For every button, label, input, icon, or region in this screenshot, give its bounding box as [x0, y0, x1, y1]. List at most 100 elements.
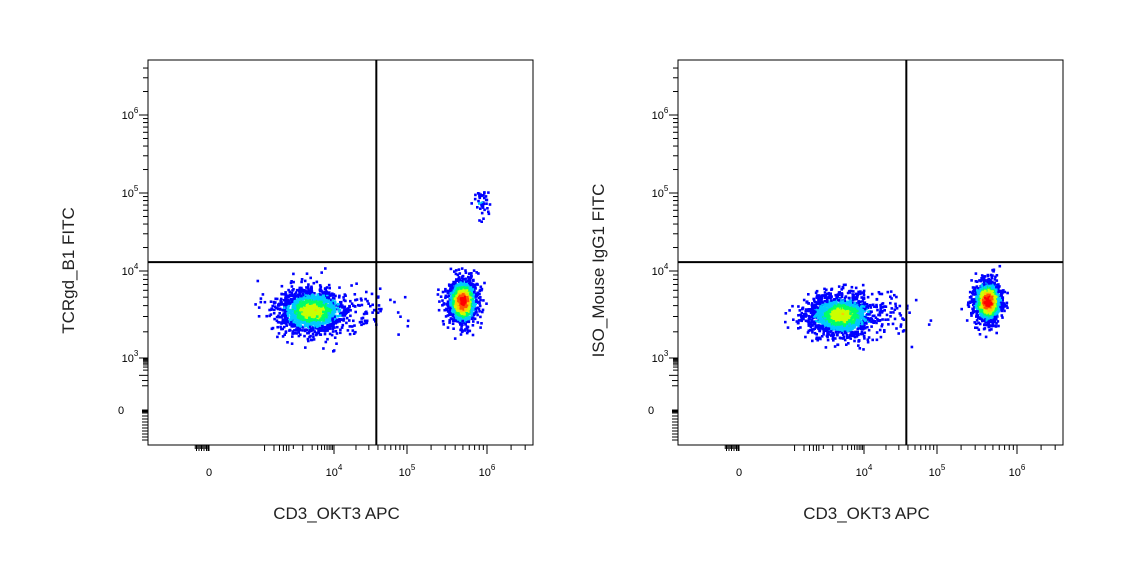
- event-dot: [791, 304, 794, 308]
- event-dot: [438, 300, 441, 303]
- event-dot: [338, 286, 341, 289]
- event-dot: [466, 330, 470, 333]
- event-dot: [833, 345, 837, 348]
- event-dot: [475, 271, 478, 274]
- event-dot: [460, 318, 463, 321]
- event-dot: [339, 305, 342, 308]
- event-dot: [297, 328, 301, 332]
- event-dot: [835, 328, 839, 331]
- event-dot: [455, 299, 458, 303]
- event-dot: [349, 299, 352, 303]
- event-dot: [843, 296, 847, 300]
- event-dot: [326, 321, 330, 324]
- event-dot: [473, 197, 477, 201]
- event-dot: [283, 302, 286, 306]
- event-dot: [326, 328, 329, 331]
- y-axis-label: TCRgd_B1 FITC: [59, 207, 78, 334]
- event-dot: [309, 327, 313, 330]
- event-dot: [287, 314, 290, 318]
- event-dot: [851, 320, 854, 323]
- event-dot: [889, 295, 892, 299]
- event-dot: [847, 296, 851, 300]
- event-dot: [284, 310, 287, 314]
- event-dot: [859, 332, 863, 336]
- event-dot: [480, 201, 484, 205]
- event-dot: [300, 321, 304, 324]
- event-dot: [299, 294, 303, 298]
- event-dot: [798, 309, 802, 312]
- event-dot: [460, 280, 464, 283]
- event-dot: [446, 289, 450, 293]
- event-dot: [338, 294, 341, 298]
- event-dot: [862, 321, 866, 325]
- event-dot: [329, 327, 332, 330]
- event-dot: [275, 319, 279, 322]
- event-dot: [468, 306, 471, 309]
- event-dot: [477, 307, 481, 311]
- event-dot: [849, 326, 852, 330]
- event-dot: [324, 304, 328, 308]
- event-dot: [309, 295, 312, 299]
- event-dot: [315, 280, 319, 284]
- event-dot: [857, 307, 861, 311]
- event-dot: [807, 318, 811, 321]
- event-dot: [315, 312, 319, 316]
- event-dot: [792, 318, 795, 321]
- event-dot: [817, 297, 821, 301]
- event-dot: [342, 298, 346, 302]
- event-dot: [831, 301, 835, 304]
- event-dot: [273, 305, 277, 308]
- event-dot: [850, 305, 854, 309]
- event-dot: [309, 276, 312, 280]
- event-dot: [280, 302, 284, 305]
- event-dot: [854, 286, 858, 290]
- event-dot: [825, 320, 829, 323]
- event-dot: [348, 319, 351, 322]
- event-dot: [861, 303, 864, 307]
- event-dot: [456, 273, 460, 277]
- event-dot: [333, 317, 337, 320]
- event-dot: [259, 297, 263, 300]
- event-dot: [472, 279, 475, 283]
- event-dot: [469, 274, 473, 278]
- event-dot: [472, 269, 476, 272]
- event-dot: [834, 337, 837, 340]
- event-dot: [345, 316, 349, 320]
- event-dot: [455, 316, 459, 320]
- event-dot: [786, 326, 790, 329]
- event-dot: [833, 303, 836, 306]
- event-dot: [797, 305, 800, 308]
- event-dot: [328, 286, 331, 290]
- event-dot: [449, 292, 453, 295]
- event-dot: [315, 319, 318, 322]
- event-dot: [473, 296, 476, 300]
- event-dot: [456, 312, 460, 315]
- event-dot: [317, 321, 320, 324]
- event-dot: [840, 310, 844, 313]
- event-dot: [842, 322, 845, 326]
- event-dot: [301, 326, 305, 329]
- event-dot: [839, 314, 842, 317]
- event-dot: [873, 305, 876, 308]
- event-dot: [286, 295, 290, 299]
- event-dot: [281, 309, 285, 312]
- event-dot: [470, 290, 474, 294]
- event-dot: [473, 300, 476, 303]
- event-dot: [826, 296, 829, 300]
- event-dot: [806, 331, 810, 334]
- event-dot: [821, 321, 824, 325]
- event-dot: [893, 317, 897, 321]
- event-dot: [441, 320, 445, 323]
- event-dot: [840, 288, 843, 291]
- event-dot: [836, 307, 840, 311]
- event-dot: [345, 321, 348, 325]
- event-dot: [453, 287, 457, 290]
- event-dot: [453, 319, 457, 323]
- event-dot: [329, 311, 333, 314]
- event-dot: [823, 317, 827, 320]
- event-dot: [821, 301, 824, 304]
- event-dot: [306, 331, 309, 335]
- event-dot: [464, 323, 467, 326]
- event-dot: [287, 301, 290, 305]
- event-dot: [483, 208, 486, 212]
